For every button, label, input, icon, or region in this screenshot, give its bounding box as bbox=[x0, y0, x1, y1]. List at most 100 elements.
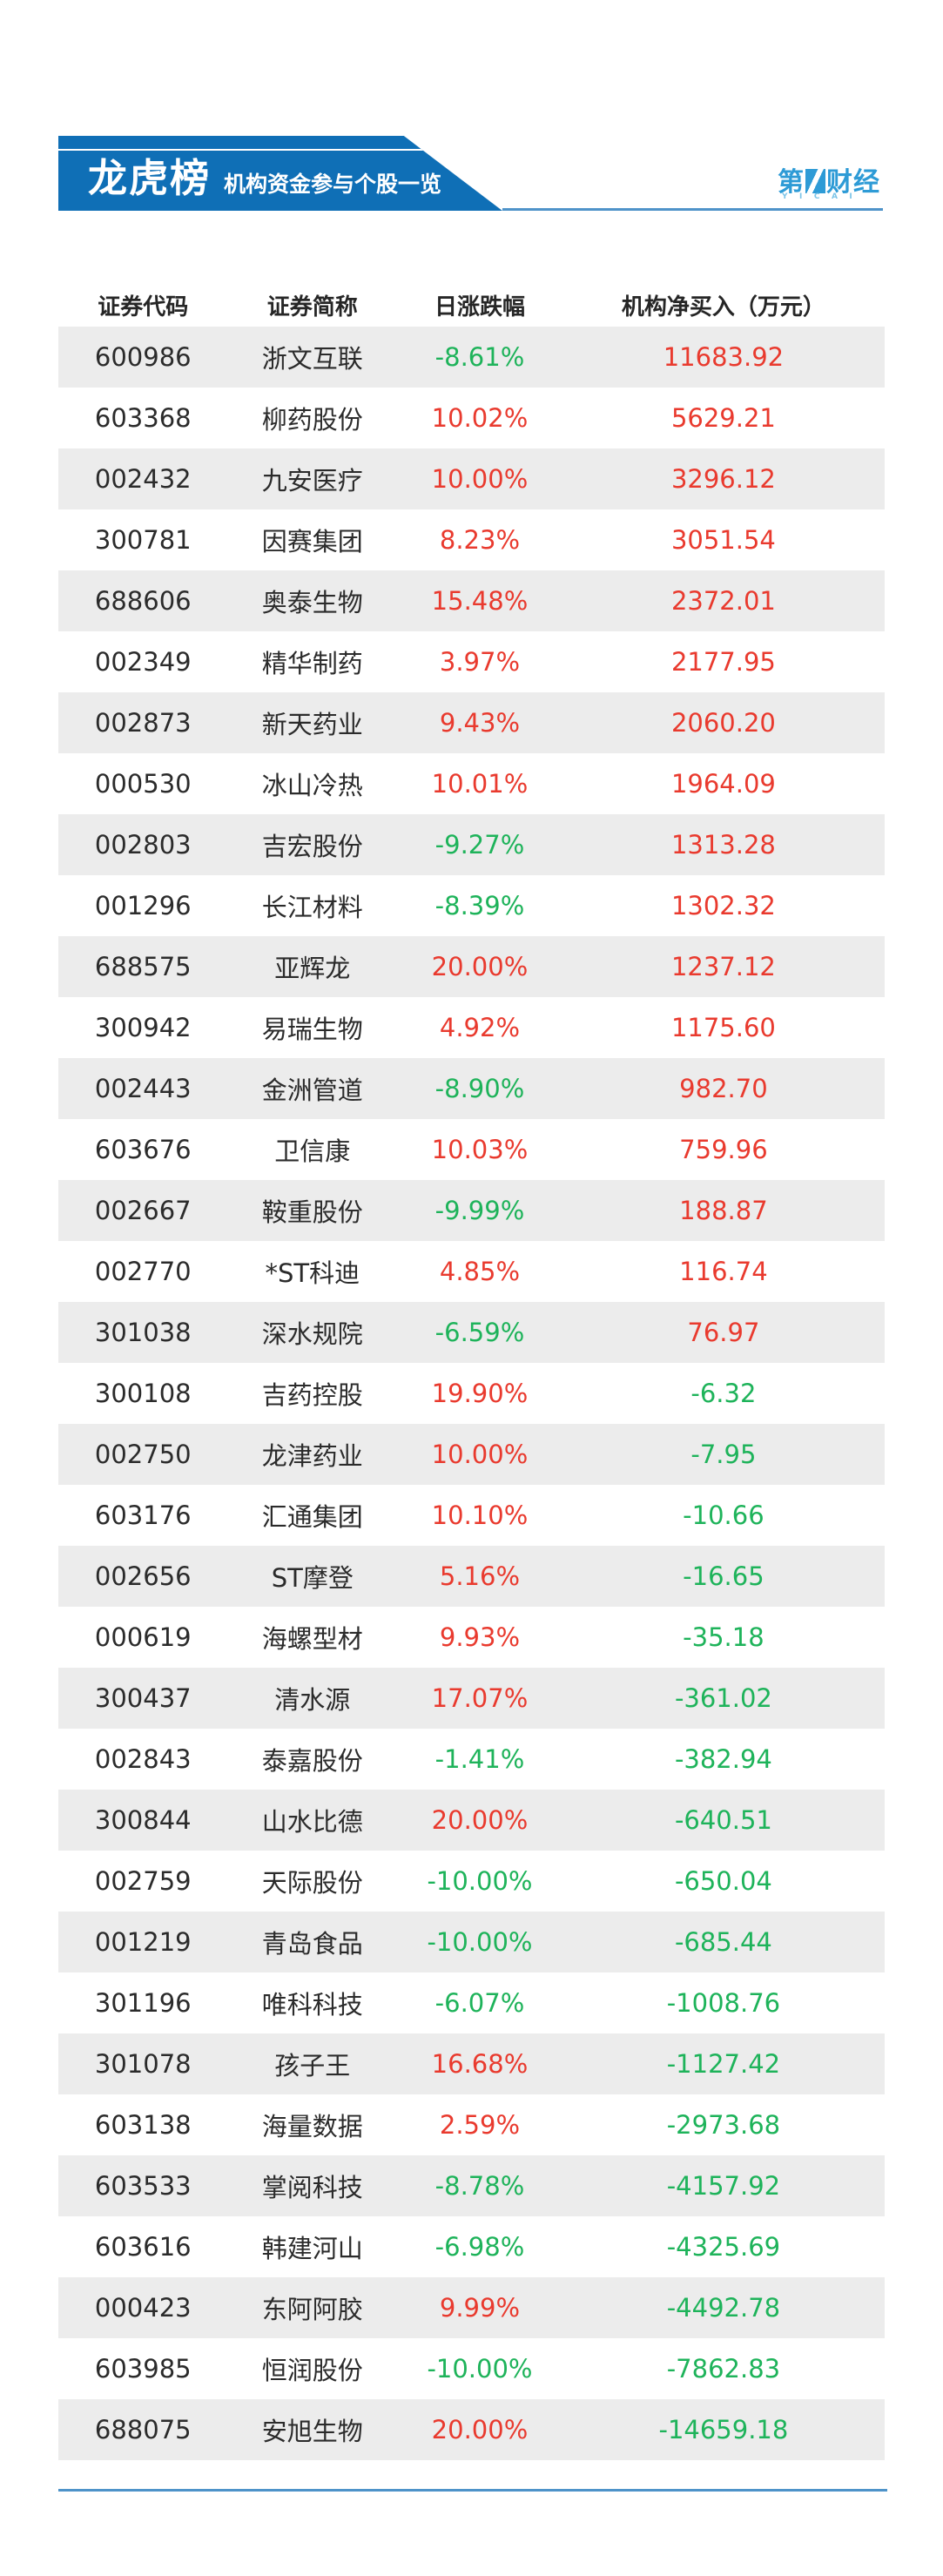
institution-net-buy: 1964.09 bbox=[670, 769, 776, 799]
daily-change-percent: 9.93% bbox=[439, 1622, 521, 1652]
table-row: 002803 吉宏股份 -9.27% 1313.28 bbox=[58, 814, 885, 875]
daily-change-percent: -9.27% bbox=[434, 830, 525, 860]
daily-change-percent: -1.41% bbox=[434, 1744, 525, 1774]
stock-name: 恒润股份 bbox=[261, 2356, 363, 2385]
institution-net-buy: 759.96 bbox=[679, 1135, 768, 1164]
institution-net-buy: -16.65 bbox=[683, 1561, 765, 1591]
footer-divider-line bbox=[58, 2489, 887, 2492]
institution-net-buy: 11683.92 bbox=[663, 342, 785, 372]
table-row: 000619 海螺型材 9.93% -35.18 bbox=[58, 1607, 885, 1668]
daily-change-percent: 10.03% bbox=[431, 1135, 529, 1164]
table-row: 301038 深水规院 -6.59% 76.97 bbox=[58, 1302, 885, 1363]
daily-change-percent: 5.16% bbox=[439, 1561, 521, 1591]
stock-code: 300844 bbox=[94, 1805, 192, 1835]
table-row: 000423 东阿阿胶 9.99% -4492.78 bbox=[58, 2277, 885, 2338]
stock-code: 000423 bbox=[94, 2293, 192, 2323]
stock-name: 易瑞生物 bbox=[261, 1015, 363, 1044]
stock-name: 掌阅科技 bbox=[261, 2173, 363, 2202]
institution-net-buy: -685.44 bbox=[674, 1927, 772, 1957]
institution-net-buy: -1127.42 bbox=[666, 2049, 781, 2079]
stock-name: *ST科迪 bbox=[265, 1258, 360, 1288]
table-row: 301078 孩子王 16.68% -1127.42 bbox=[58, 2033, 885, 2094]
table-row: 603533 掌阅科技 -8.78% -4157.92 bbox=[58, 2155, 885, 2216]
table-row: 688075 安旭生物 20.00% -14659.18 bbox=[58, 2399, 885, 2460]
stock-name: 长江材料 bbox=[261, 893, 363, 922]
institution-net-buy: 1175.60 bbox=[670, 1013, 776, 1042]
stock-code: 002750 bbox=[94, 1440, 192, 1469]
daily-change-percent: 4.92% bbox=[439, 1013, 521, 1042]
daily-change-percent: 4.85% bbox=[439, 1257, 521, 1286]
table-header-row: 证券代码 证券简称 日涨跌幅 机构净买入（万元） bbox=[58, 283, 885, 327]
stock-name: ST摩登 bbox=[271, 1563, 354, 1593]
daily-change-percent: -10.00% bbox=[427, 1866, 533, 1896]
header-divider-line bbox=[502, 208, 883, 211]
institution-net-buy: 2060.20 bbox=[670, 708, 776, 738]
stock-code: 688075 bbox=[94, 2415, 192, 2445]
daily-change-percent: 9.99% bbox=[439, 2293, 521, 2323]
table-row: 002432 九安医疗 10.00% 3296.12 bbox=[58, 448, 885, 509]
daily-change-percent: 10.00% bbox=[431, 1440, 529, 1469]
institution-net-buy: 3051.54 bbox=[670, 525, 776, 555]
stock-code: 002770 bbox=[94, 1257, 192, 1286]
stock-code: 002656 bbox=[94, 1561, 192, 1591]
table-row: 002770 *ST科迪 4.85% 116.74 bbox=[58, 1241, 885, 1302]
daily-change-percent: 17.07% bbox=[431, 1683, 529, 1713]
institution-net-buy: -640.51 bbox=[674, 1805, 772, 1835]
institution-net-buy: -650.04 bbox=[674, 1866, 772, 1896]
stock-code: 002873 bbox=[94, 708, 192, 738]
stock-name: 青岛食品 bbox=[261, 1929, 363, 1959]
column-header-net-buy: 机构净买入（万元） bbox=[621, 293, 825, 320]
stock-code: 000619 bbox=[94, 1622, 192, 1652]
table-row: 603616 韩建河山 -6.98% -4325.69 bbox=[58, 2216, 885, 2277]
stock-name: 鞍重股份 bbox=[261, 1197, 363, 1227]
table-row: 300942 易瑞生物 4.92% 1175.60 bbox=[58, 997, 885, 1058]
daily-change-percent: 10.02% bbox=[431, 403, 529, 433]
stock-code: 001219 bbox=[94, 1927, 192, 1957]
table-row: 688606 奥泰生物 15.48% 2372.01 bbox=[58, 570, 885, 631]
table-row: 001296 长江材料 -8.39% 1302.32 bbox=[58, 875, 885, 936]
table-row: 603176 汇通集团 10.10% -10.66 bbox=[58, 1485, 885, 1546]
table-row: 603676 卫信康 10.03% 759.96 bbox=[58, 1119, 885, 1180]
stock-code: 301196 bbox=[94, 1988, 192, 2018]
column-header-name: 证券简称 bbox=[266, 293, 358, 320]
table-row: 300108 吉药控股 19.90% -6.32 bbox=[58, 1363, 885, 1424]
stock-name: 精华制药 bbox=[261, 649, 363, 678]
column-header-change: 日涨跌幅 bbox=[434, 293, 525, 320]
stock-name: 清水源 bbox=[274, 1685, 351, 1715]
table-row: 002843 泰嘉股份 -1.41% -382.94 bbox=[58, 1729, 885, 1790]
daily-change-percent: 16.68% bbox=[431, 2049, 529, 2079]
daily-change-percent: -8.90% bbox=[434, 1074, 525, 1103]
institution-net-buy: 1302.32 bbox=[670, 891, 776, 920]
yicai-logo-text-left: 第 bbox=[778, 167, 805, 198]
stock-code: 603676 bbox=[94, 1135, 192, 1164]
table-row: 300437 清水源 17.07% -361.02 bbox=[58, 1668, 885, 1729]
daily-change-percent: 19.90% bbox=[431, 1379, 529, 1408]
institution-net-buy: -14659.18 bbox=[658, 2415, 789, 2445]
table-row: 002656 ST摩登 5.16% -16.65 bbox=[58, 1546, 885, 1607]
table-row: 002349 精华制药 3.97% 2177.95 bbox=[58, 631, 885, 692]
table-row: 603138 海量数据 2.59% -2973.68 bbox=[58, 2094, 885, 2155]
table-row: 002667 鞍重股份 -9.99% 188.87 bbox=[58, 1180, 885, 1241]
stock-code: 001296 bbox=[94, 891, 192, 920]
daily-change-percent: -8.78% bbox=[434, 2171, 525, 2201]
daily-change-percent: -10.00% bbox=[427, 1927, 533, 1957]
stock-name: 因赛集团 bbox=[261, 527, 363, 556]
institution-net-buy: -7.95 bbox=[690, 1440, 757, 1469]
stock-name: 吉宏股份 bbox=[261, 832, 363, 861]
header-banner: 龙虎榜 机构资金参与个股一览 bbox=[58, 136, 502, 211]
stock-name: 奥泰生物 bbox=[261, 588, 363, 617]
table-row: 688575 亚辉龙 20.00% 1237.12 bbox=[58, 936, 885, 997]
stock-name: 亚辉龙 bbox=[274, 954, 351, 983]
institution-net-buy: 1237.12 bbox=[670, 952, 776, 981]
yicai-logo-latin: YICAI bbox=[782, 192, 865, 201]
stock-name: 龙津药业 bbox=[261, 1441, 363, 1471]
daily-change-percent: -6.59% bbox=[434, 1318, 525, 1347]
institution-net-buy: 3296.12 bbox=[670, 464, 776, 494]
institution-net-buy: -7862.83 bbox=[666, 2354, 781, 2384]
institution-net-buy: 76.97 bbox=[687, 1318, 760, 1347]
stock-name: 冰山冷热 bbox=[261, 771, 363, 800]
stock-code: 002443 bbox=[94, 1074, 192, 1103]
stock-name: 汇通集团 bbox=[261, 1502, 363, 1532]
stock-code: 002759 bbox=[94, 1866, 192, 1896]
stock-name: 韩建河山 bbox=[261, 2234, 363, 2263]
